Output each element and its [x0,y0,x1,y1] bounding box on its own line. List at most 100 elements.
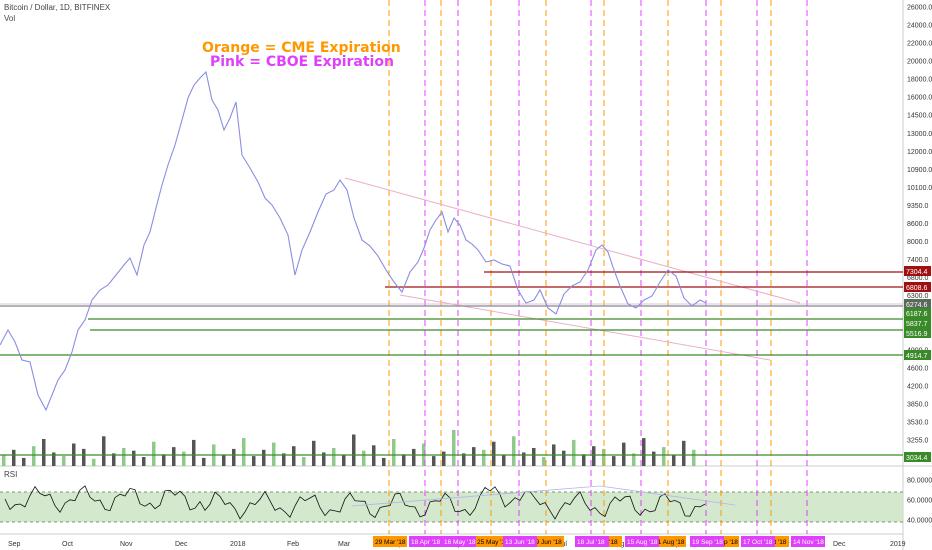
volume-bar [192,439,196,466]
volume-bar [522,452,526,466]
price-tick-label: 3255.0 [907,437,929,444]
volume-bar [52,452,56,466]
price-tick-label: 9350.0 [907,203,929,210]
volume-bar [22,457,26,466]
level-badge-label: 6808.6 [906,285,928,292]
price-tick-label: 4600.0 [907,365,929,372]
volume-bar [622,442,626,466]
volume-bar [272,442,276,466]
level-badge [904,318,931,328]
volume-bar [112,453,116,466]
rsi-tick-label: 40.0000 [907,518,932,525]
volume-bar [92,458,96,466]
cme-date-label: 29 Jun '18 [532,539,562,546]
volume-bar [262,449,266,466]
cme-date-badge [373,536,407,547]
rsi-axis: 80.0000 60.0000 40.0000 [907,478,932,525]
level-badges: 7304.4 6808.6 6274.6 6187.6 5837.7 5516.9 4914… [904,266,931,462]
cme-date-label: 29 Mar '18 [375,539,406,546]
time-tick-label: Nov [120,541,133,548]
volume-label: Vol [4,14,15,23]
volume-bar [452,430,456,466]
volume-bar [392,439,396,466]
price-tick-label: 8000.0 [907,239,929,246]
volume-bar [32,446,36,466]
price-line-group [0,70,707,412]
cboe-date-badge [690,536,724,547]
level-badge-label: 3034.4 [906,455,928,462]
rsi-divergence-line [599,485,736,506]
volume-bar [352,434,356,466]
level-badge [904,350,931,360]
volume-bar [232,448,236,466]
volume-bar [502,455,506,466]
volume-bar [602,448,606,466]
price-tick-label: 4200.0 [907,383,929,390]
volume-bar [642,438,646,466]
level-badge [904,299,931,309]
volume-bar [132,450,136,466]
level-badge-label: 7304.4 [906,269,928,276]
price-line [0,70,707,412]
volume-bar [492,441,496,466]
level-badge [904,452,931,462]
price-tick-label: 20000.0 [907,59,932,66]
volume-bar [442,451,446,466]
resistance-trendline [344,177,801,304]
volume-bar [162,454,166,466]
cboe-annotation: Pink = CBOE Expiration [210,54,394,70]
level-badge [904,266,931,276]
volume-bar [662,447,666,466]
volume-bar [172,447,176,466]
cme-date-badge [652,536,686,547]
time-tick-label: 2019 [890,541,906,548]
level-lines [0,271,903,456]
price-tick-label: 10900.0 [907,167,932,174]
cboe-date-label: 13 Jun '18 [505,539,535,546]
volume-bar [302,457,306,466]
volume-bar [632,453,636,466]
price-tick-label: 6300.0 [907,293,929,300]
price-tick-label: 10100.0 [907,185,932,192]
volume-bar [342,455,346,466]
volume-bar [122,448,126,466]
cboe-date-label: 19 Sep '18 [692,539,723,546]
price-tick-label: 16000.0 [907,95,932,102]
cboe-date-badge [409,536,443,547]
volume-bar [82,448,86,466]
level-badge [904,282,931,292]
price-tick-label: 8600.0 [907,221,929,228]
volume-bar [432,456,436,466]
volume-bar [512,436,516,466]
cboe-date-badge [625,536,659,547]
volume-bar [62,456,66,466]
rsi-pane [0,491,903,523]
level-badge-label: 4914.7 [906,353,928,360]
volume-bar [222,455,226,466]
volume-bar [682,440,686,466]
volume-bar [252,456,256,466]
volume-bar [42,439,46,466]
level-badge [904,308,931,318]
volume-bar [572,439,576,466]
cboe-date-badge [741,536,775,547]
volume-bar [472,447,476,466]
volume-bar [402,454,406,466]
volume-bar [142,457,146,466]
cboe-date-badge [575,536,609,547]
price-tick-label: 18000.0 [907,77,932,84]
cboe-date-label: 16 May '18 [444,539,476,546]
level-badge-label: 6274.6 [906,302,928,309]
price-tick-label: 22000.0 [907,41,932,48]
price-tick-label: 6800.0 [907,275,929,282]
cme-annotation: Orange = CME Expiration [202,40,401,56]
rsi-label: RSI [4,470,17,479]
volume-bar [282,453,286,466]
symbol-title: Bitcoin / Dollar, 1D, BITFINEX [4,3,111,12]
cme-date-badge [475,536,509,547]
price-tick-label: 24000.0 [907,23,932,30]
price-tick-label: 3850.0 [907,401,929,408]
